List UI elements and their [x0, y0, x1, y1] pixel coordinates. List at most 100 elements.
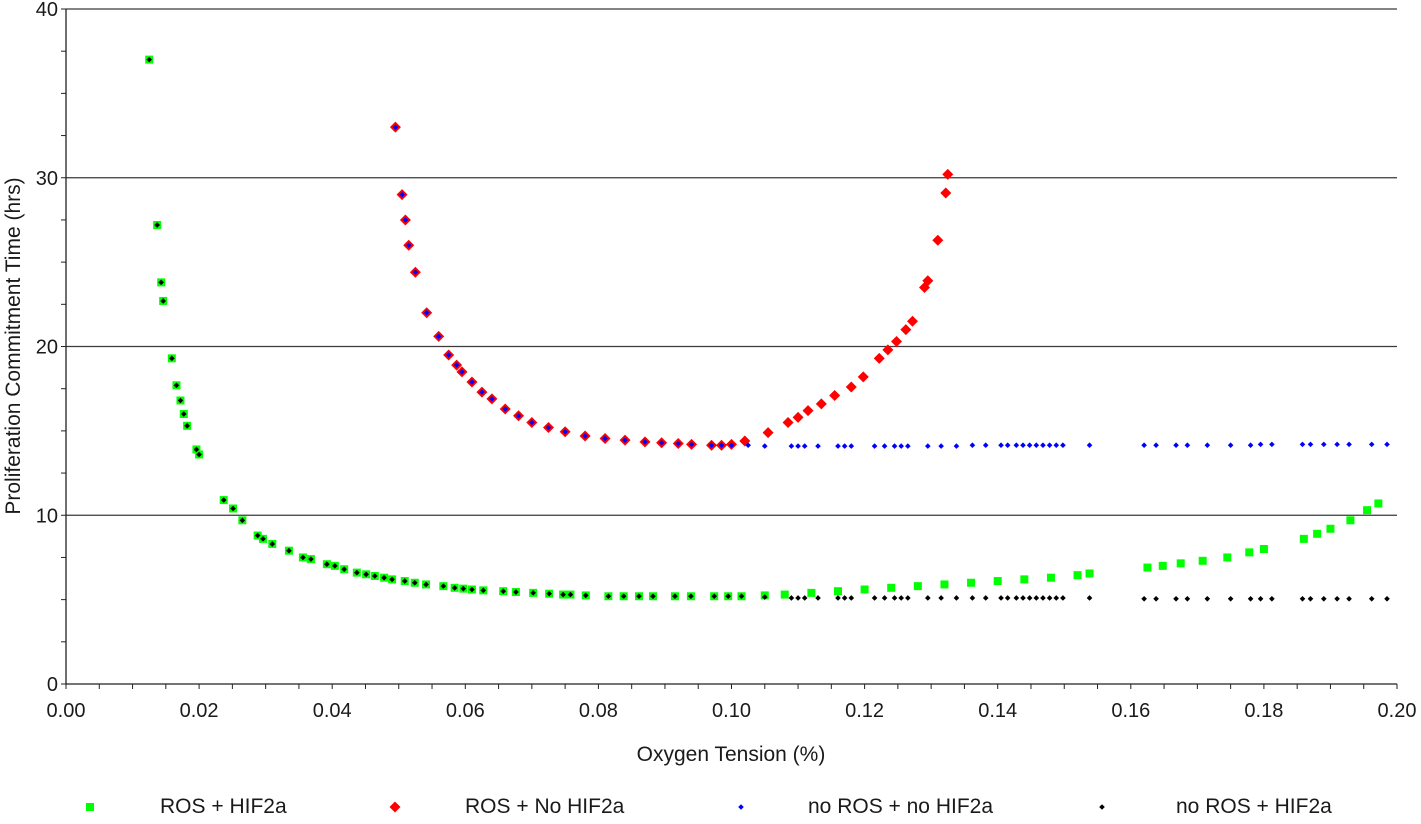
data-point — [1227, 595, 1234, 602]
data-point — [220, 497, 227, 503]
legend-label: ROS + No HIF2a — [465, 795, 625, 818]
data-point — [1204, 442, 1211, 449]
data-point — [998, 595, 1004, 601]
data-point — [605, 593, 612, 600]
data-point — [1269, 441, 1275, 448]
data-point — [371, 573, 378, 579]
data-point — [1004, 595, 1011, 601]
data-point — [969, 442, 976, 449]
data-point — [300, 554, 306, 561]
data-point — [711, 593, 717, 600]
x-tick-label: 0.14 — [978, 700, 1017, 722]
x-tick-label: 0.10 — [712, 700, 751, 722]
data-point — [567, 591, 574, 598]
data-point — [802, 405, 814, 417]
legend-item: no ROS + HIF2a — [1090, 792, 1332, 822]
data-point — [169, 355, 175, 362]
legend-marker-shape — [86, 803, 94, 811]
data-point — [1053, 595, 1060, 601]
data-point — [1204, 595, 1211, 602]
data-point — [898, 595, 905, 601]
data-point — [1060, 595, 1066, 601]
data-point — [399, 191, 405, 198]
data-point — [833, 587, 842, 596]
data-point — [308, 556, 314, 562]
data-point — [1346, 595, 1352, 602]
data-point — [177, 397, 184, 404]
data-point — [801, 443, 808, 449]
data-point — [1026, 442, 1033, 449]
data-point — [1257, 595, 1264, 602]
data-point — [1153, 442, 1159, 449]
data-point — [1040, 595, 1046, 601]
data-point — [392, 124, 399, 130]
data-point — [1384, 595, 1390, 602]
data-point — [841, 595, 848, 601]
data-point — [1013, 595, 1020, 601]
data-point — [1368, 441, 1375, 448]
data-point — [363, 571, 369, 578]
data-point — [354, 569, 360, 576]
x-tick-label: 0.16 — [1111, 700, 1150, 722]
data-point — [953, 443, 960, 449]
data-point — [1384, 441, 1390, 448]
data-point — [636, 593, 642, 600]
data-point — [650, 593, 656, 600]
data-point — [560, 591, 566, 598]
data-point — [1320, 441, 1327, 448]
data-point — [1227, 442, 1234, 449]
data-point — [841, 443, 848, 449]
data-point — [1158, 561, 1167, 570]
data-point — [725, 593, 731, 600]
y-tick-label: 0 — [47, 674, 58, 696]
data-point — [942, 168, 954, 180]
data-point — [230, 505, 236, 512]
data-point — [940, 580, 949, 589]
series-4 — [146, 56, 1390, 602]
data-point — [882, 344, 894, 356]
data-point — [871, 443, 878, 449]
data-point — [1299, 441, 1306, 448]
data-point — [907, 315, 919, 327]
data-point — [658, 439, 665, 446]
data-point — [239, 517, 246, 524]
data-point — [451, 585, 458, 591]
data-point — [196, 451, 202, 458]
data-point — [1374, 499, 1383, 508]
legend-label: ROS + HIF2a — [160, 795, 287, 818]
data-point — [389, 576, 395, 583]
data-point — [530, 590, 536, 596]
data-point — [1004, 442, 1011, 449]
data-point — [602, 435, 608, 442]
data-point — [184, 423, 190, 429]
data-point — [860, 585, 869, 594]
data-point — [922, 275, 934, 287]
data-point — [341, 566, 347, 573]
data-point — [845, 381, 857, 393]
legend-marker — [1099, 804, 1105, 810]
data-point — [1020, 595, 1026, 601]
data-point — [728, 442, 735, 449]
data-point — [269, 541, 276, 547]
legend-item: ROS + HIF2a — [78, 792, 287, 822]
series-3 — [392, 124, 1390, 449]
data-point — [1326, 524, 1335, 533]
data-point — [815, 443, 821, 449]
data-point — [1259, 545, 1268, 553]
data-point — [1346, 441, 1352, 448]
data-point — [469, 379, 475, 385]
data-point — [402, 217, 409, 223]
data-point — [1245, 548, 1254, 557]
data-point — [412, 269, 419, 276]
data-point — [848, 443, 855, 449]
data-point — [1247, 442, 1254, 449]
data-point — [332, 563, 338, 569]
data-point — [1046, 442, 1053, 449]
x-tick-label: 0.00 — [47, 700, 86, 722]
data-points — [145, 55, 1390, 602]
data-point — [1020, 575, 1029, 584]
data-point — [1033, 442, 1040, 449]
tick-labels: 0.00 0.02 0.04 0.06 0.08 0.10 0.12 0.14 0.16 0.18… — [36, 0, 1417, 722]
chart-legend: ROS + HIF2a ROS + No HIF2a no ROS + no HIF… — [0, 792, 1421, 822]
data-point — [1184, 442, 1191, 449]
